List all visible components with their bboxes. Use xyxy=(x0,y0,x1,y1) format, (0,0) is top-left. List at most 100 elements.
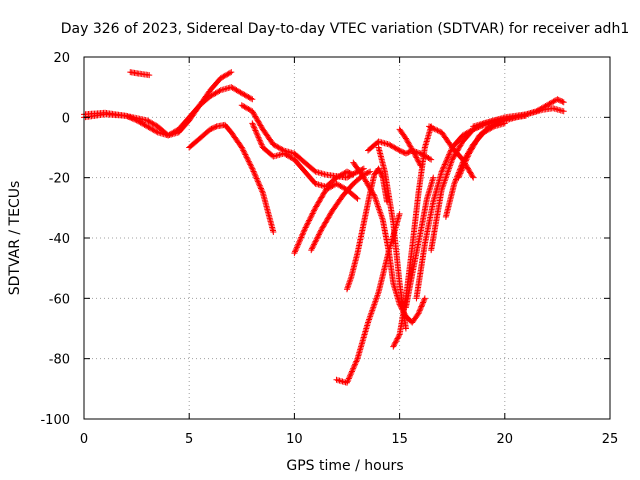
data-point-fill xyxy=(367,311,374,318)
data-point xyxy=(415,310,422,317)
data-point xyxy=(428,156,435,163)
data-point-fill xyxy=(311,167,318,174)
data-point-fill xyxy=(365,317,372,324)
data-point-fill xyxy=(440,180,447,187)
data-point xyxy=(438,186,445,193)
data-point-fill xyxy=(459,164,466,171)
data-point-fill xyxy=(442,160,449,167)
series-arc-4 xyxy=(186,121,277,235)
data-point-fill xyxy=(295,241,302,248)
data-point-fill xyxy=(394,335,401,342)
data-point-fill xyxy=(372,296,379,303)
data-point xyxy=(207,126,214,133)
data-point-fill xyxy=(346,169,353,176)
axis-ticks: 0 5 10 15 20 25 -100 -80 -60 -40 -20 0 20 xyxy=(40,51,618,447)
data-point-fill xyxy=(251,169,258,176)
data-point xyxy=(228,69,235,76)
data-point-fill xyxy=(353,194,360,201)
data-point-fill xyxy=(240,147,247,154)
data-point-fill xyxy=(410,149,417,156)
y-tick-label: -20 xyxy=(49,172,70,187)
data-point-fill xyxy=(372,197,379,204)
series-arc-7 xyxy=(291,180,361,257)
data-point-fill xyxy=(418,302,425,309)
series-arc-16 xyxy=(396,126,424,169)
data-point-fill xyxy=(299,231,306,238)
data-point-fill xyxy=(363,170,370,177)
data-point-fill xyxy=(442,176,449,183)
data-point-fill xyxy=(444,168,451,175)
data-point-fill xyxy=(258,141,265,148)
data-point-fill xyxy=(440,164,447,171)
data-point-fill xyxy=(346,278,353,285)
data-point-fill xyxy=(373,198,380,205)
data-point-fill xyxy=(345,283,352,290)
y-tick-label: -40 xyxy=(49,232,70,247)
data-point-fill xyxy=(310,242,317,249)
data-point-fill xyxy=(127,114,134,121)
data-point-fill xyxy=(245,157,252,164)
data-point-fill xyxy=(246,159,253,166)
data-point-fill xyxy=(208,125,215,132)
data-point-fill xyxy=(367,313,374,320)
data-point-fill xyxy=(128,115,135,122)
data-point-fill xyxy=(241,150,248,157)
data-point-fill xyxy=(216,87,223,94)
data-point-fill xyxy=(346,280,353,287)
data-point-fill xyxy=(416,150,423,157)
data-point-fill xyxy=(253,175,260,182)
data-point-fill xyxy=(371,301,378,308)
data-point-fill xyxy=(405,149,412,156)
data-point-fill xyxy=(293,244,300,251)
data-point-fill xyxy=(452,177,459,184)
data-point-fill xyxy=(248,95,255,102)
data-point-fill xyxy=(439,165,446,172)
data-point-fill xyxy=(377,169,384,176)
data-point-fill xyxy=(242,151,249,158)
data-point-fill xyxy=(313,237,320,244)
data-point-fill xyxy=(443,158,450,165)
data-point-fill xyxy=(461,161,468,168)
data-point-fill xyxy=(445,153,452,160)
data-point-fill xyxy=(251,126,258,133)
data-point-fill xyxy=(443,171,450,178)
data-point-fill xyxy=(296,237,303,244)
data-point-fill xyxy=(250,123,257,130)
data-point-fill xyxy=(376,206,383,213)
data-point-fill xyxy=(373,200,380,207)
data-point-fill xyxy=(351,362,358,369)
data-point xyxy=(365,319,372,326)
data-point-fill xyxy=(130,116,137,123)
series-arc-15 xyxy=(402,174,437,311)
data-point-fill xyxy=(311,241,318,248)
x-tick-label: 5 xyxy=(185,432,193,447)
x-tick-label: 0 xyxy=(80,432,88,447)
data-point-fill xyxy=(347,275,354,282)
data-point-fill xyxy=(415,158,422,165)
data-point-fill xyxy=(212,123,219,130)
data-point-fill xyxy=(253,128,260,135)
data-point-fill xyxy=(347,170,354,177)
data-point-fill xyxy=(296,238,303,245)
data-point xyxy=(411,150,418,157)
data-point-fill xyxy=(344,284,351,291)
data-point-fill xyxy=(375,204,382,211)
data-point-fill xyxy=(377,170,384,177)
data-point-fill xyxy=(292,247,299,254)
data-point-fill xyxy=(211,124,218,131)
data-point-fill xyxy=(417,306,424,313)
data-point-fill xyxy=(366,316,373,323)
data-point-fill xyxy=(259,188,266,195)
data-point xyxy=(123,112,130,119)
data-point-fill xyxy=(315,232,322,239)
data-point-fill xyxy=(412,151,419,158)
data-point xyxy=(396,147,403,154)
data-point-fill xyxy=(353,357,360,364)
data-point-fill xyxy=(308,213,315,220)
data-point-fill xyxy=(370,191,377,198)
data-point-fill xyxy=(302,224,309,231)
data-point-fill xyxy=(300,230,307,237)
data-point-fill xyxy=(433,126,440,133)
series-arc-2 xyxy=(81,84,256,139)
data-point-fill xyxy=(253,130,260,137)
